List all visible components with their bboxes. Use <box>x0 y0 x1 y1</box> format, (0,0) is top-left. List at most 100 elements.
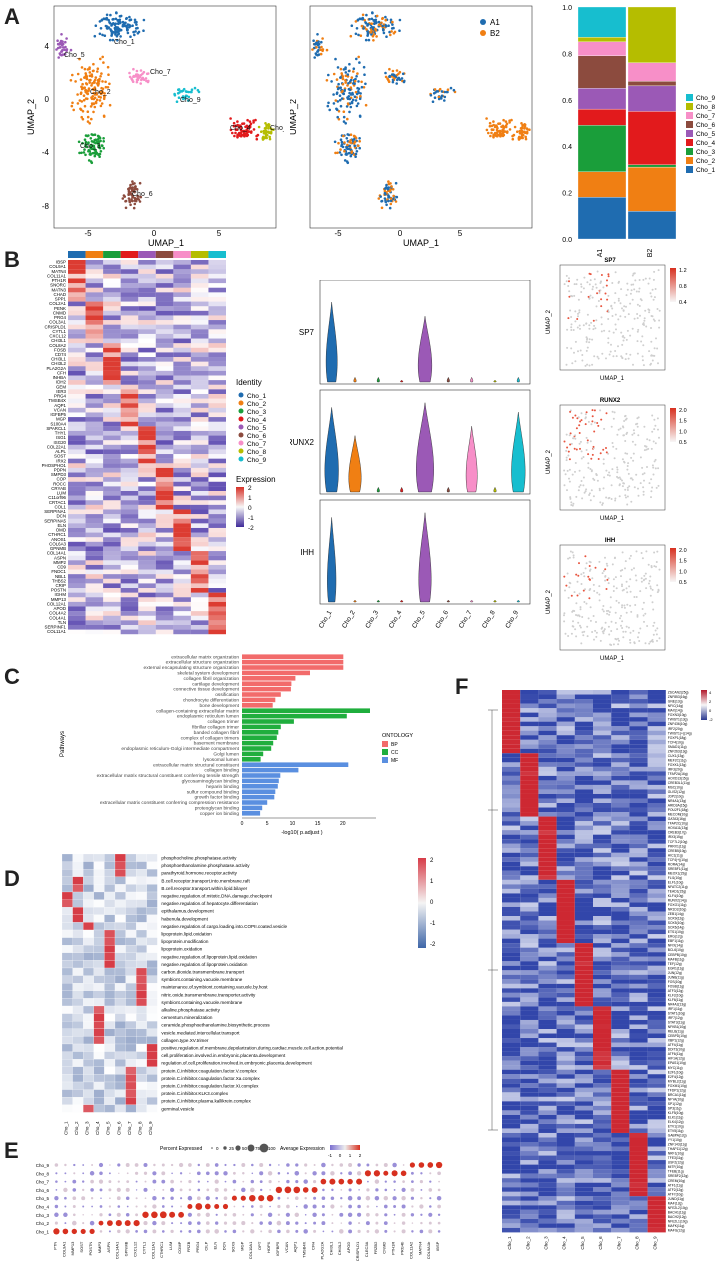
heatmap-cell <box>574 766 593 772</box>
umap-point <box>71 73 74 77</box>
heatmap-cell <box>611 884 630 889</box>
umap-point <box>391 188 395 191</box>
regulon-label: BRCA1(11g) <box>668 1093 686 1097</box>
heatmap-cell <box>68 329 86 334</box>
heatmap-cell <box>502 956 521 962</box>
heatmap-cell <box>190 518 209 524</box>
marker-heatmap: IBSPCOL9A1MATN4COL11A1PTH1RSNORCMATN3CHA… <box>42 251 276 635</box>
heatmap-cell <box>114 1059 126 1067</box>
umap2-xtick: -5 <box>334 229 342 238</box>
umap-point <box>339 86 342 89</box>
feature-point <box>636 303 639 306</box>
heatmap-cell <box>125 1005 137 1014</box>
dot <box>215 1213 218 1216</box>
heatmap-cell <box>611 952 630 957</box>
heatmap-cell <box>208 472 226 478</box>
dot <box>64 1222 67 1225</box>
heatmap-cell <box>114 960 126 969</box>
heatmap-cell <box>103 454 121 459</box>
heatmap-cell <box>136 899 147 908</box>
gene-label: SERPINF1 <box>45 625 67 630</box>
dot <box>393 1213 396 1216</box>
heatmap-cell <box>647 1160 666 1165</box>
heatmap-cell <box>85 518 104 524</box>
umap-point <box>101 33 104 37</box>
heatmap-cell <box>136 1028 147 1037</box>
heatmap-cell <box>647 1087 666 1093</box>
heatmap-cell <box>93 1005 105 1014</box>
pct-legend-dot <box>211 1147 213 1149</box>
regulon-label: ATF4(11g) <box>668 1043 683 1047</box>
heatmap-cell <box>629 1119 648 1124</box>
regulon-label: SOX6(14g) <box>668 926 685 930</box>
umap-point <box>86 120 90 123</box>
feature-point <box>629 641 632 644</box>
heatmap-cell <box>103 546 121 552</box>
heatmap-cell <box>611 1069 630 1075</box>
pathway-label: banded collagen fibril <box>194 730 239 736</box>
heatmap-cell <box>556 1029 575 1034</box>
heatmap-cell <box>155 384 174 390</box>
dot <box>285 1212 290 1217</box>
dot <box>214 1229 219 1234</box>
heatmap-cell <box>647 780 666 785</box>
heatmap-cell <box>574 762 593 767</box>
heatmap-cell <box>190 370 209 376</box>
feature-title: SP7 <box>604 258 616 264</box>
heatmap-cell <box>125 1097 137 1105</box>
feature-point <box>642 278 645 281</box>
heatmap-cell <box>114 983 126 991</box>
umap-point <box>396 78 399 82</box>
dot <box>205 1163 210 1167</box>
dot <box>125 1213 130 1217</box>
heatmap-cell <box>68 491 86 496</box>
heatmap-cell <box>520 943 539 948</box>
heatmap-cell <box>502 1155 521 1161</box>
regulon-label: SP3(11g) <box>668 1106 682 1110</box>
gene-label: CRISPLD1 <box>355 1241 360 1261</box>
heatmap-cell <box>138 301 156 307</box>
heatmap-cell <box>502 916 521 921</box>
heatmap-cell <box>520 992 539 998</box>
umap-point <box>348 80 352 83</box>
heatmap-cell <box>173 278 191 284</box>
heatmap-cell <box>556 825 575 831</box>
umap-point <box>57 42 60 46</box>
dot <box>402 1180 405 1183</box>
heatmap-cell <box>120 555 139 561</box>
heatmap-cell <box>114 914 126 923</box>
feature-point <box>639 298 642 301</box>
heatmap-cell <box>629 839 648 844</box>
feature-point <box>598 593 601 596</box>
expression-tick: -2 <box>248 525 254 532</box>
regulon-label: NR4A2(13g) <box>668 1002 686 1006</box>
umap-point <box>100 102 104 105</box>
umap-point <box>80 115 83 119</box>
heatmap-cell <box>593 735 612 740</box>
feature-point <box>650 478 653 481</box>
heatmap-cell <box>103 426 121 431</box>
umap-point <box>64 45 67 49</box>
heatmap-cell <box>104 1013 116 1022</box>
dot <box>340 1222 343 1224</box>
feature-point <box>599 501 602 504</box>
heatmap-cell <box>611 906 630 912</box>
dot <box>124 1220 131 1227</box>
heatmap-cell <box>208 578 226 584</box>
heatmap-cell <box>136 1074 147 1083</box>
umap-point <box>116 39 119 42</box>
feature-point <box>570 504 573 506</box>
umap-point <box>69 79 73 82</box>
umap-point <box>357 33 360 37</box>
heatmap-cell <box>593 1047 612 1052</box>
feature-point <box>568 458 571 461</box>
feature-point <box>602 462 605 465</box>
bar-segment <box>627 62 677 82</box>
heatmap-cell <box>556 875 575 880</box>
umap-point <box>328 108 331 112</box>
heatmap-cell <box>83 1074 94 1083</box>
heatmap-cell <box>647 739 666 745</box>
feature-point <box>605 496 608 499</box>
feature-point <box>648 439 651 442</box>
heatmap-cell <box>502 1056 521 1061</box>
